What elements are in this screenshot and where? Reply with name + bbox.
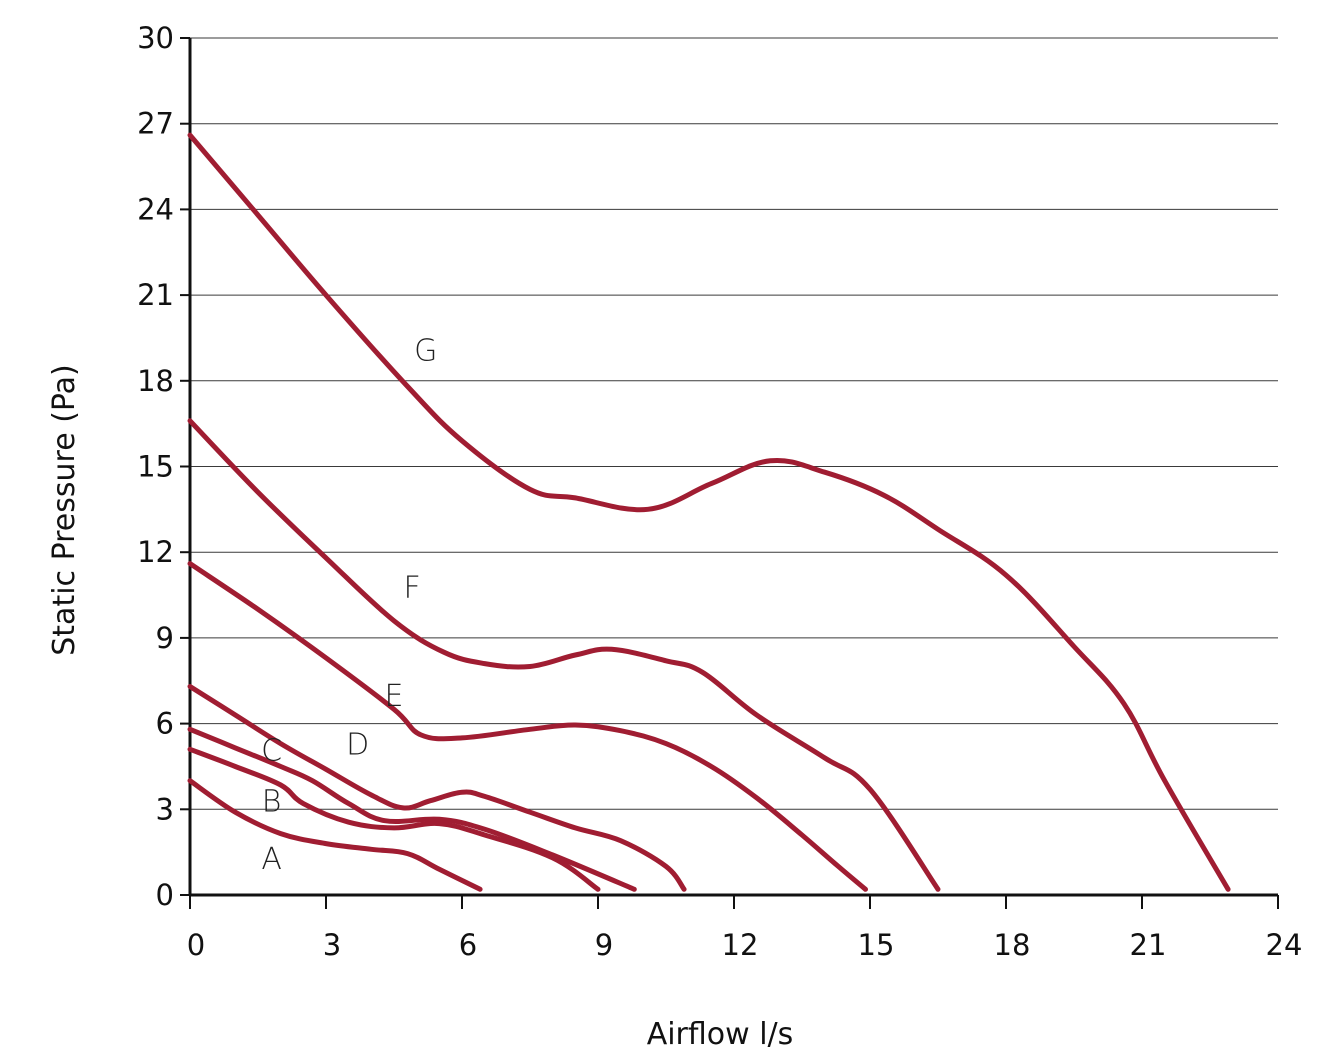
y-tick-label-6: 6: [156, 707, 174, 741]
y-tick-label-15: 15: [137, 450, 174, 484]
y-tick-label-0: 0: [156, 878, 174, 912]
y-tick-label-3: 3: [156, 792, 174, 826]
curve-b: [187, 746, 601, 892]
y-tick-label-27: 27: [137, 107, 174, 141]
x-tick-label-24: 24: [1266, 928, 1303, 962]
x-tick-label-12: 12: [722, 928, 759, 962]
curve-a: [187, 778, 483, 892]
y-axis-title: Static Pressure (Pa): [47, 364, 82, 656]
y-tick-label-21: 21: [137, 278, 174, 312]
x-tick-label-0: 0: [187, 928, 205, 962]
curve-label-a: A: [261, 842, 282, 877]
x-tick-label-21: 21: [1130, 928, 1167, 962]
curve-label-d: D: [346, 728, 369, 763]
x-tick-label-9: 9: [595, 928, 613, 962]
curve-label-g: G: [414, 333, 437, 368]
x-tick-label-18: 18: [994, 928, 1031, 962]
curve-d: [187, 684, 687, 892]
curve-g: [187, 132, 1231, 892]
x-axis-title: Airflow l/s: [647, 1017, 794, 1052]
x-tick-label-15: 15: [858, 928, 895, 962]
x-tick-label-3: 3: [323, 928, 341, 962]
curve-label-b: B: [262, 785, 282, 820]
curve-f: [187, 418, 941, 892]
curve-labels: ABC DE F G: [261, 333, 437, 876]
curve-e: [187, 561, 868, 892]
grid-lines: [190, 37, 1278, 810]
tick-labels: 0 3 6 9 12 15 18 21 24 27 30 0 3 6 9 12 15 18 21 24: [137, 21, 1302, 962]
curve-label-f: F: [404, 570, 421, 605]
curve-label-c: C: [261, 733, 282, 768]
y-tick-label-30: 30: [137, 21, 174, 55]
y-tick-label-9: 9: [156, 621, 174, 655]
y-tick-label-18: 18: [137, 364, 174, 398]
plot-area: [187, 132, 1231, 892]
y-tick-label-24: 24: [137, 192, 174, 226]
y-tick-label-12: 12: [137, 535, 174, 569]
curve-c: [187, 726, 637, 892]
curve-label-e: E: [385, 679, 404, 714]
axes: [180, 37, 1279, 909]
x-tick-label-6: 6: [459, 928, 477, 962]
